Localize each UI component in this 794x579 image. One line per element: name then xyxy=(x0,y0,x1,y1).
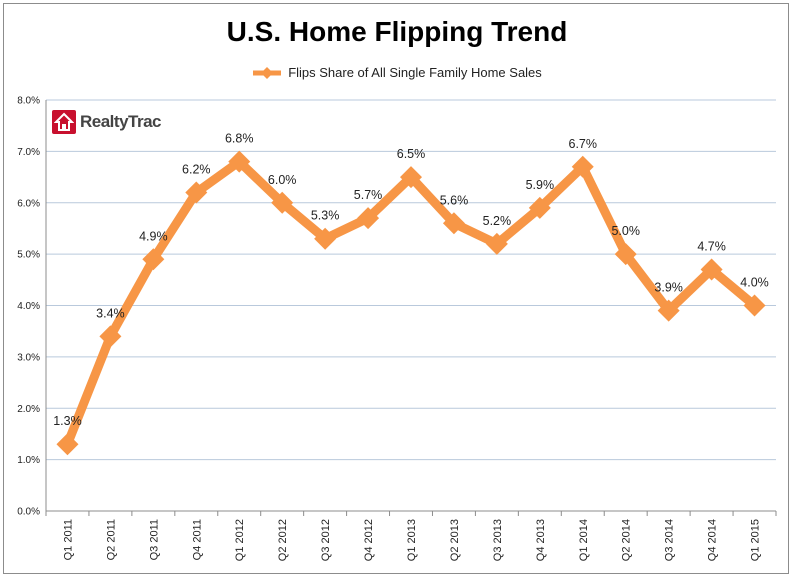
data-label: 6.7% xyxy=(569,137,598,151)
legend-label: Flips Share of All Single Family Home Sa… xyxy=(288,65,542,81)
y-tick-label: 0.0% xyxy=(17,507,40,518)
data-label: 6.0% xyxy=(268,173,297,187)
x-tick-label: Q4 2012 xyxy=(363,519,375,561)
data-label: 5.9% xyxy=(526,178,555,192)
data-point xyxy=(400,166,422,189)
y-tick-label: 6.0% xyxy=(17,198,40,209)
x-tick-label: Q4 2011 xyxy=(191,519,203,560)
x-tick-label: Q1 2014 xyxy=(578,519,590,561)
data-point xyxy=(614,243,637,266)
y-tick-label: 7.0% xyxy=(17,147,40,158)
y-tick-label: 8.0% xyxy=(17,96,40,107)
data-label: 5.6% xyxy=(440,193,469,207)
x-tick-label: Q1 2013 xyxy=(406,519,418,561)
data-label: 5.0% xyxy=(611,224,640,238)
x-tick-label: Q3 2013 xyxy=(492,519,504,561)
data-point xyxy=(657,299,680,322)
data-point xyxy=(314,227,337,250)
data-label: 5.7% xyxy=(354,188,383,202)
data-point xyxy=(142,248,165,271)
data-label: 3.4% xyxy=(96,306,125,320)
data-point xyxy=(99,325,122,348)
x-tick-label: Q3 2014 xyxy=(664,519,676,561)
data-labels: 1.3% 3.4% 4.9% 6.2% 6.8% 6.0% 5.3% 5.7% 6.5% 5.6%… xyxy=(53,132,769,429)
x-tick-label: Q2 2013 xyxy=(449,519,461,561)
logo-wordmark: RealtyTrac xyxy=(80,112,162,131)
y-tick-label: 4.0% xyxy=(17,301,40,312)
x-tick-label: Q4 2014 xyxy=(707,519,719,561)
x-axis-ticks: Q1 2011 Q2 2011 Q3 2011 Q4 2011 Q1 2012 Q2 20… xyxy=(62,519,761,561)
data-point xyxy=(743,294,766,317)
data-label: 5.2% xyxy=(483,214,512,228)
data-label: 6.2% xyxy=(182,162,211,176)
data-point xyxy=(228,150,251,173)
data-point xyxy=(528,196,551,219)
realtytrac-logo: RealtyTrac xyxy=(52,110,164,134)
y-tick-label: 3.0% xyxy=(17,352,40,363)
data-label: 5.3% xyxy=(311,209,340,223)
data-label: 4.7% xyxy=(697,240,726,254)
data-point xyxy=(56,433,79,456)
x-tick-label: Q1 2015 xyxy=(750,519,762,561)
x-tick-label: Q1 2012 xyxy=(234,519,246,561)
data-point xyxy=(442,212,465,235)
data-point xyxy=(271,191,294,214)
x-tick-label: Q3 2012 xyxy=(320,519,332,561)
x-tick-label: Q2 2012 xyxy=(277,519,289,561)
x-tick-label: Q1 2011 xyxy=(62,519,74,560)
x-tick-label: Q4 2013 xyxy=(535,519,547,561)
data-label: 4.9% xyxy=(139,229,168,243)
data-label: 6.5% xyxy=(397,147,426,161)
data-point xyxy=(485,232,508,255)
y-tick-label: 1.0% xyxy=(17,455,40,466)
data-point xyxy=(185,181,208,204)
data-point xyxy=(571,155,594,178)
gridlines xyxy=(45,99,777,516)
data-markers xyxy=(56,150,766,456)
y-axis-ticks: 0.0% 1.0% 2.0% 3.0% 4.0% 5.0% 6.0% 7.0% 8.0% xyxy=(17,96,40,518)
y-tick-label: 5.0% xyxy=(17,250,40,261)
series-flips-share xyxy=(62,157,760,449)
data-point xyxy=(700,258,723,281)
data-label: 4.0% xyxy=(740,276,769,290)
series-line xyxy=(62,157,760,449)
x-tick-label: Q2 2011 xyxy=(105,519,117,560)
house-icon xyxy=(52,110,76,134)
data-point xyxy=(357,207,380,230)
data-label: 6.8% xyxy=(225,132,254,146)
data-label: 3.9% xyxy=(654,281,683,295)
legend-swatch xyxy=(253,66,282,79)
legend: Flips Share of All Single Family Home Sa… xyxy=(0,64,794,80)
x-tick-label: Q2 2014 xyxy=(621,519,633,561)
chart-title: U.S. Home Flipping Trend xyxy=(226,16,568,47)
data-label: 1.3% xyxy=(53,414,82,428)
y-tick-label: 2.0% xyxy=(17,404,40,415)
x-tick-label: Q3 2011 xyxy=(148,519,160,560)
